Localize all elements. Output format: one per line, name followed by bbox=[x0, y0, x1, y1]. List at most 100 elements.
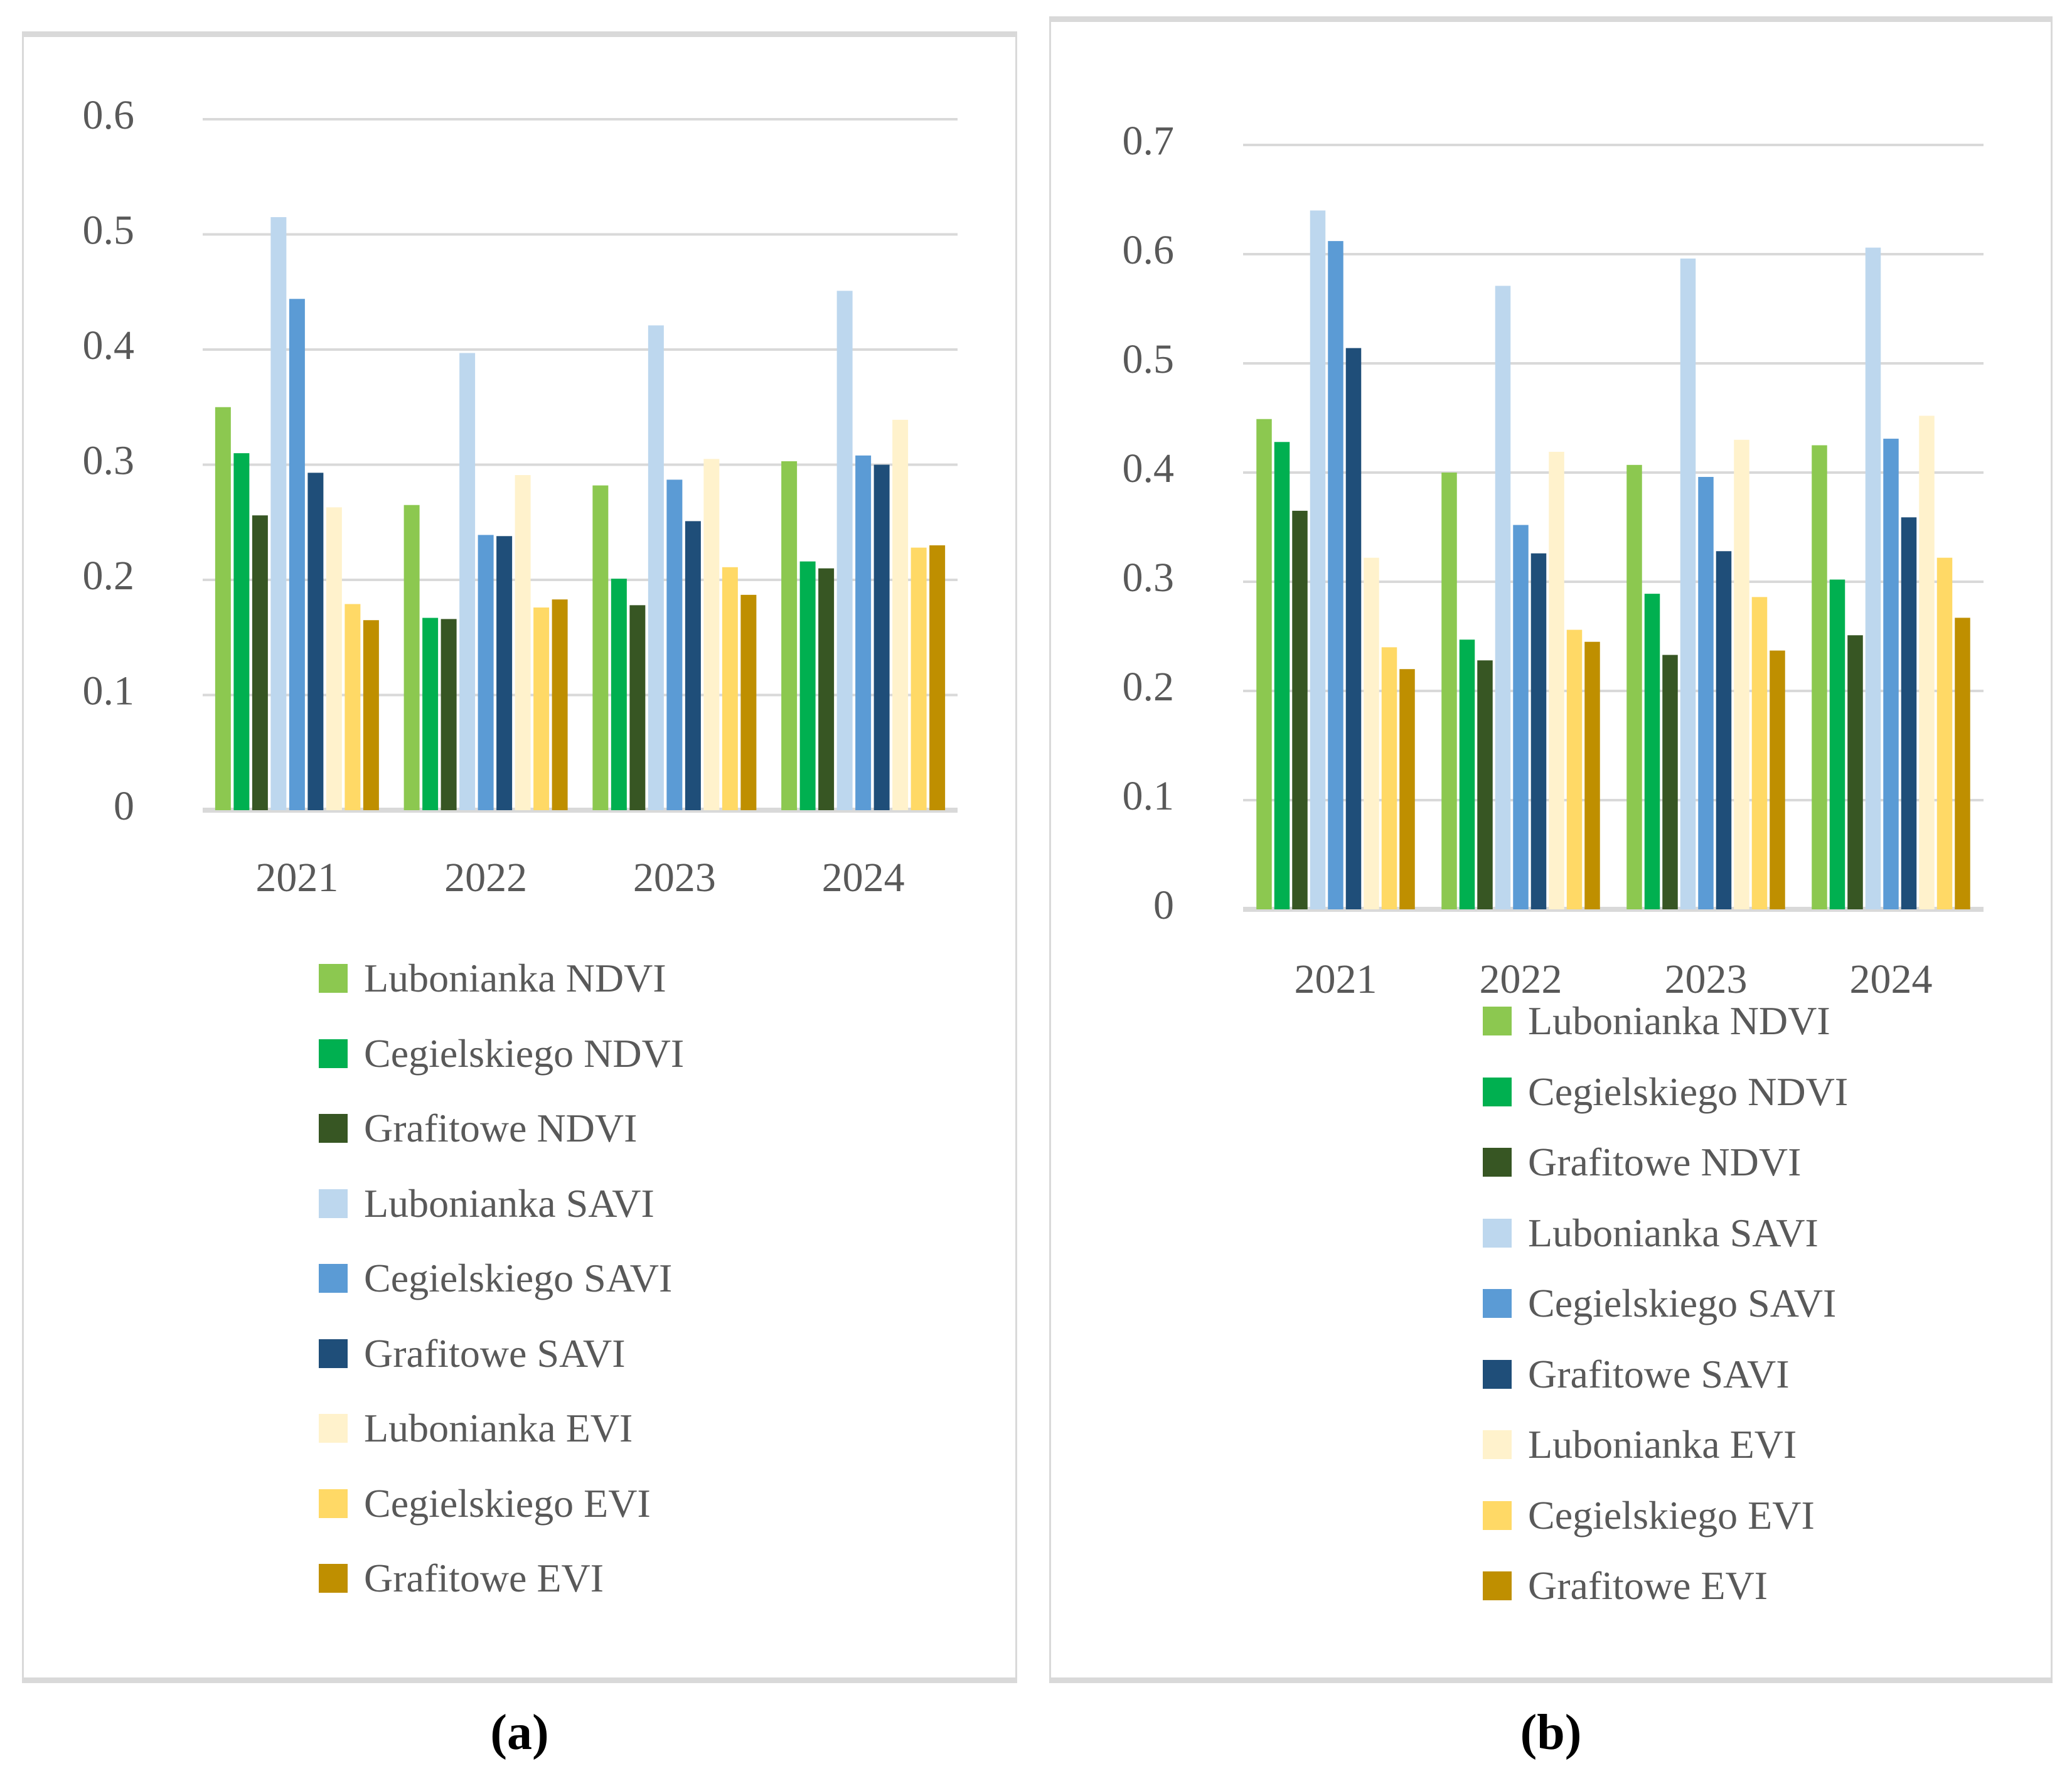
bar-cegielskiego-savi-2021 bbox=[289, 299, 305, 810]
bar-lubonianka-savi-2021 bbox=[1310, 210, 1326, 909]
y-tick-label: 0.3 bbox=[1123, 555, 1175, 601]
y-tick-label: 0.6 bbox=[1123, 227, 1175, 273]
bar-cegielskiego-savi-2023 bbox=[1698, 476, 1714, 909]
bar-cegielskiego-ndvi-2023 bbox=[611, 579, 627, 810]
y-tick-label: 0.2 bbox=[1123, 664, 1175, 710]
x-tick-label-2024: 2024 bbox=[1850, 956, 1933, 1002]
bar-cegielskiego-ndvi-2021 bbox=[1274, 442, 1290, 909]
bar-cegielskiego-evi-2021 bbox=[344, 604, 361, 810]
bar-chart-b: 0 0.1 0.2 0.3 0.4 0.5 0.6 0.7 2021 2022 2023 2024 bbox=[1123, 118, 1984, 1002]
y-tick-label: 0.4 bbox=[1123, 446, 1175, 491]
bar-grafitowe-ndvi-2023 bbox=[629, 605, 646, 810]
bar-cegielskiego-savi-2024 bbox=[1883, 439, 1899, 909]
bar-grafitowe-savi-2024 bbox=[873, 464, 890, 810]
bar-grafitowe-ndvi-2022 bbox=[441, 619, 457, 810]
bar-grafitowe-savi-2024 bbox=[1901, 517, 1917, 909]
bar-grafitowe-evi-2024 bbox=[929, 545, 946, 810]
chart-panel-a: 0 0.1 0.2 0.3 0.4 0.5 0.6 2021 2022 2023 2024 Lubo… bbox=[22, 31, 1017, 1683]
bar-lubonianka-evi-2023 bbox=[703, 459, 720, 810]
bar-grafitowe-ndvi-2021 bbox=[252, 515, 268, 810]
bar-grafitowe-evi-2022 bbox=[552, 599, 568, 810]
bar-cegielskiego-ndvi-2024 bbox=[799, 561, 816, 810]
bar-lubonianka-evi-2022 bbox=[1549, 451, 1564, 909]
bar-lubonianka-evi-2024 bbox=[1919, 415, 1935, 909]
y-tick-label: 0.5 bbox=[83, 208, 135, 254]
bar-cegielskiego-savi-2022 bbox=[1513, 525, 1529, 909]
bar-lubonianka-evi-2021 bbox=[326, 507, 342, 810]
y-tick-label: 0.1 bbox=[83, 668, 135, 714]
bar-cegielskiego-savi-2023 bbox=[666, 479, 683, 810]
bar-grafitowe-savi-2023 bbox=[685, 521, 701, 810]
x-tick-label-2023: 2023 bbox=[633, 855, 716, 901]
bar-grafitowe-savi-2023 bbox=[1716, 551, 1732, 909]
y-tick-label: 0 bbox=[114, 783, 134, 829]
bar-grafitowe-evi-2024 bbox=[1955, 618, 1970, 909]
bar-cegielskiego-evi-2021 bbox=[1381, 647, 1397, 909]
chart-panel-b: 0 0.1 0.2 0.3 0.4 0.5 0.6 0.7 2021 2022 2023 2024 L… bbox=[1049, 16, 2053, 1683]
bar-chart-a: 0 0.1 0.2 0.3 0.4 0.5 0.6 2021 2022 2023 2024 bbox=[83, 92, 958, 901]
bar-lubonianka-evi-2021 bbox=[1364, 557, 1379, 909]
bar-cegielskiego-evi-2024 bbox=[1936, 557, 1953, 909]
bar-lubonianka-ndvi-2021 bbox=[1256, 419, 1272, 909]
bar-grafitowe-ndvi-2022 bbox=[1477, 660, 1493, 909]
bar-grafitowe-evi-2023 bbox=[740, 594, 757, 810]
bar-lubonianka-ndvi-2024 bbox=[1812, 445, 1827, 909]
x-tick-label-2023: 2023 bbox=[1665, 956, 1748, 1002]
bar-grafitowe-ndvi-2024 bbox=[1847, 635, 1863, 909]
bar-cegielskiego-savi-2024 bbox=[855, 455, 872, 810]
x-tick-label-2022: 2022 bbox=[444, 855, 527, 901]
bar-lubonianka-savi-2022 bbox=[1495, 286, 1511, 910]
bar-grafitowe-savi-2021 bbox=[307, 473, 324, 810]
bar-lubonianka-savi-2024 bbox=[1865, 247, 1881, 909]
bar-grafitowe-ndvi-2023 bbox=[1662, 655, 1678, 909]
subfigure-label-b: (b) bbox=[1520, 1705, 1582, 1760]
x-tick-label-2022: 2022 bbox=[1480, 956, 1562, 1002]
bar-grafitowe-savi-2021 bbox=[1345, 348, 1362, 909]
bar-grafitowe-ndvi-2021 bbox=[1292, 510, 1308, 909]
y-tick-label: 0.6 bbox=[83, 92, 135, 138]
bar-cegielskiego-ndvi-2022 bbox=[1459, 639, 1475, 909]
y-tick-label: 0.1 bbox=[1123, 773, 1175, 819]
subfigure-label-a: (a) bbox=[490, 1705, 549, 1760]
y-tick-label: 0.3 bbox=[83, 438, 135, 484]
bar-lubonianka-savi-2023 bbox=[648, 325, 664, 810]
y-tick-label: 0.5 bbox=[1123, 336, 1175, 382]
x-tick-label-2024: 2024 bbox=[822, 855, 905, 901]
bar-grafitowe-evi-2023 bbox=[1770, 650, 1785, 909]
bar-cegielskiego-evi-2023 bbox=[722, 567, 738, 810]
bar-lubonianka-ndvi-2022 bbox=[403, 505, 420, 810]
x-tick-label-2021: 2021 bbox=[255, 855, 338, 901]
bar-lubonianka-ndvi-2022 bbox=[1441, 473, 1457, 909]
bar-lubonianka-ndvi-2023 bbox=[1626, 464, 1642, 909]
y-tick-label: 0.4 bbox=[83, 323, 135, 368]
bar-lubonianka-ndvi-2024 bbox=[781, 461, 798, 810]
y-tick-label: 0.2 bbox=[83, 553, 135, 599]
bar-lubonianka-ndvi-2021 bbox=[215, 407, 231, 810]
bar-cegielskiego-evi-2023 bbox=[1751, 597, 1768, 909]
bar-lubonianka-evi-2023 bbox=[1734, 439, 1749, 909]
bar-cegielskiego-savi-2021 bbox=[1328, 241, 1343, 909]
bar-cegielskiego-evi-2022 bbox=[533, 607, 550, 810]
bar-grafitowe-savi-2022 bbox=[496, 536, 513, 810]
bar-lubonianka-savi-2023 bbox=[1680, 258, 1696, 910]
bar-lubonianka-evi-2022 bbox=[515, 475, 531, 810]
bar-grafitowe-ndvi-2024 bbox=[818, 568, 835, 810]
bar-cegielskiego-ndvi-2021 bbox=[233, 453, 250, 810]
bar-cegielskiego-ndvi-2024 bbox=[1829, 579, 1845, 909]
bar-lubonianka-savi-2024 bbox=[836, 291, 853, 810]
bar-lubonianka-savi-2022 bbox=[459, 353, 476, 810]
bar-cegielskiego-evi-2022 bbox=[1566, 629, 1583, 909]
bar-grafitowe-evi-2021 bbox=[363, 620, 379, 810]
bar-lubonianka-savi-2021 bbox=[270, 217, 287, 811]
y-tick-label: 0 bbox=[1153, 882, 1174, 928]
bar-cegielskiego-savi-2022 bbox=[478, 535, 494, 810]
bar-lubonianka-ndvi-2023 bbox=[592, 485, 609, 810]
bar-cegielskiego-ndvi-2023 bbox=[1644, 594, 1660, 909]
bar-cegielskiego-ndvi-2022 bbox=[422, 618, 439, 810]
x-tick-label-2021: 2021 bbox=[1295, 956, 1377, 1002]
bar-lubonianka-evi-2024 bbox=[892, 419, 909, 810]
y-tick-label: 0.7 bbox=[1123, 118, 1175, 164]
bar-grafitowe-evi-2021 bbox=[1399, 669, 1415, 909]
bar-cegielskiego-evi-2024 bbox=[911, 547, 927, 810]
